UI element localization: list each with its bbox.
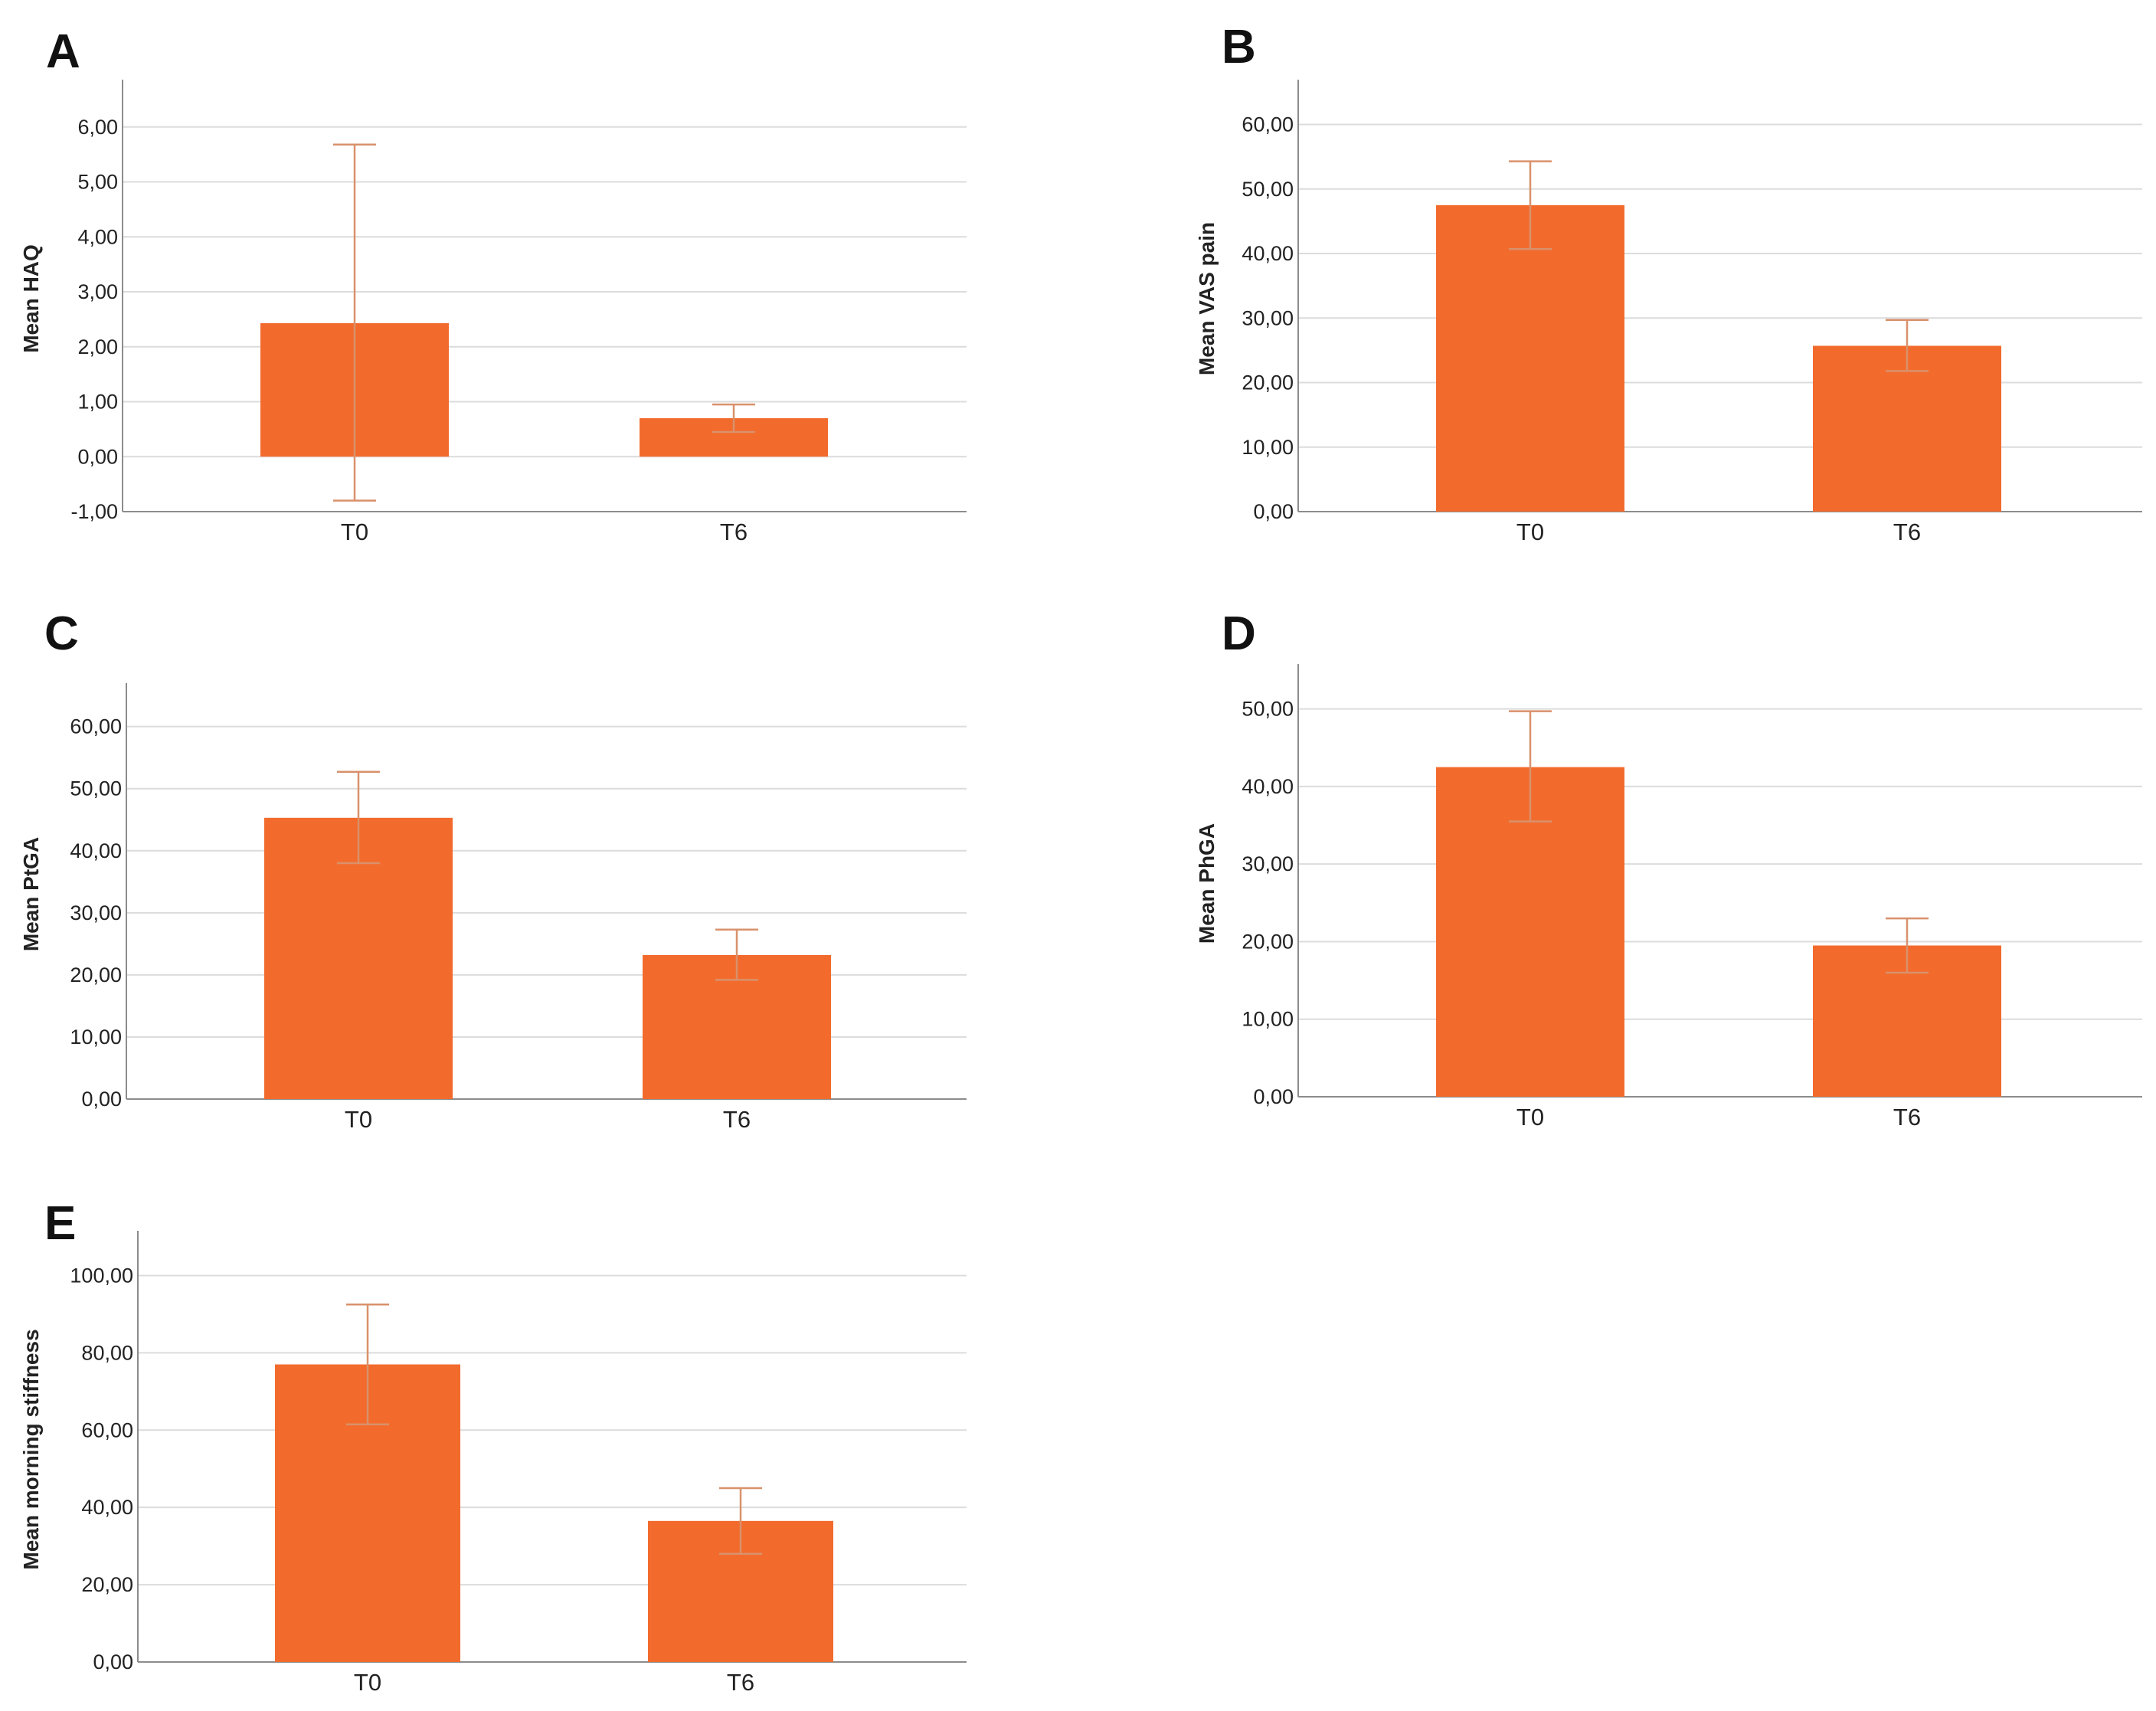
y-tick-label: 100,00 xyxy=(70,1264,133,1287)
y-axis-title: Mean PtGA xyxy=(19,837,43,951)
panel-letter: C xyxy=(44,607,79,660)
x-tick-label: T0 xyxy=(341,519,368,545)
y-tick-label: 40,00 xyxy=(70,839,122,862)
y-axis-title: Mean VAS pain xyxy=(1195,222,1219,375)
y-tick-label: 60,00 xyxy=(81,1418,133,1441)
chart-panel-b: B 0,00 10,00 20,00 30,00 40,00 50,00 60,00 Mean … xyxy=(1195,21,2142,545)
y-tick-label: 0,00 xyxy=(77,445,118,468)
y-tick-label: 5,00 xyxy=(77,171,118,194)
y-tick-label: 0,00 xyxy=(93,1650,133,1673)
x-tick-label: T6 xyxy=(720,519,748,545)
bar-t0 xyxy=(264,817,453,1099)
y-tick-label: -1,00 xyxy=(70,500,118,523)
y-tick-label: 30,00 xyxy=(1242,306,1294,329)
panel-letter: E xyxy=(44,1197,76,1250)
y-tick-label: 6,00 xyxy=(77,116,118,139)
panel-letter: A xyxy=(46,25,80,78)
y-tick-label: 80,00 xyxy=(81,1341,133,1364)
y-axis-title: Mean PhGA xyxy=(1195,823,1219,944)
y-tick-label: 20,00 xyxy=(70,963,122,986)
y-tick-label: 20,00 xyxy=(1242,930,1294,953)
y-tick-label: 0,00 xyxy=(81,1088,122,1111)
y-tick-label: 4,00 xyxy=(77,225,118,248)
y-tick-label: 50,00 xyxy=(70,777,122,800)
x-tick-label: T6 xyxy=(727,1669,754,1696)
y-tick-label: 10,00 xyxy=(1242,1008,1294,1031)
bar-t0 xyxy=(1436,204,1624,512)
y-tick-label: 20,00 xyxy=(1242,371,1294,394)
y-tick-label: 50,00 xyxy=(1242,178,1294,201)
x-tick-label: T0 xyxy=(1516,1104,1544,1130)
panel-letter: D xyxy=(1222,607,1256,660)
y-tick-label: 3,00 xyxy=(77,280,118,303)
y-tick-label: 40,00 xyxy=(1242,242,1294,265)
x-tick-label: T0 xyxy=(354,1669,381,1696)
chart-panel-a: A -1,00 0,00 1,00 2,00 3,00 4,00 5,00 6,00 Mean H… xyxy=(19,25,967,545)
panel-letter: B xyxy=(1222,21,1256,74)
x-tick-label: T0 xyxy=(345,1106,372,1133)
y-tick-label: 10,00 xyxy=(1242,436,1294,459)
y-axis-title: Mean morning stiffness xyxy=(19,1329,43,1569)
y-tick-label: 40,00 xyxy=(1242,775,1294,798)
y-tick-label: 0,00 xyxy=(1253,500,1294,523)
y-tick-label: 30,00 xyxy=(70,901,122,924)
y-tick-label: 60,00 xyxy=(1242,113,1294,136)
chart-panel-d: D 0,00 10,00 20,00 30,00 40,00 50,00 Mean PhGA T… xyxy=(1195,607,2142,1130)
y-tick-label: 2,00 xyxy=(77,335,118,358)
y-tick-label: 20,00 xyxy=(81,1573,133,1596)
y-tick-label: 0,00 xyxy=(1253,1085,1294,1108)
y-tick-label: 60,00 xyxy=(70,715,122,738)
x-tick-label: T6 xyxy=(723,1106,751,1133)
y-tick-label: 1,00 xyxy=(77,391,118,414)
chart-panel-e: E 0,00 20,00 40,00 60,00 80,00 100,00 Mean morn… xyxy=(19,1197,967,1696)
bar-t6 xyxy=(1813,345,2001,512)
y-tick-label: 50,00 xyxy=(1242,698,1294,721)
x-tick-label: T6 xyxy=(1893,519,1921,545)
chart-panel-c: C 0,00 10,00 20,00 30,00 40,00 50,00 60,00 Mean … xyxy=(19,607,967,1133)
y-axis-title: Mean HAQ xyxy=(19,244,43,353)
y-tick-label: 30,00 xyxy=(1242,852,1294,875)
x-tick-label: T6 xyxy=(1893,1104,1921,1130)
y-tick-label: 10,00 xyxy=(70,1026,122,1049)
y-tick-label: 40,00 xyxy=(81,1496,133,1519)
x-tick-label: T0 xyxy=(1516,519,1544,545)
